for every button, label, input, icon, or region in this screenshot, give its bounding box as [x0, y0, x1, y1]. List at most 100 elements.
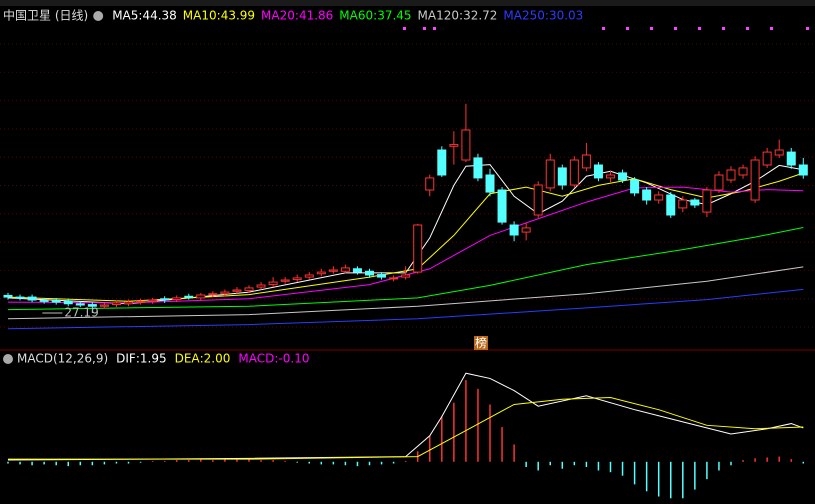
badge: 榜	[475, 335, 487, 350]
legend-value: 30.03	[549, 9, 583, 23]
legend-value: 37.45	[377, 9, 411, 23]
candle-body	[316, 271, 326, 275]
legend-value: -0.10	[278, 352, 309, 366]
marker-dot	[722, 27, 725, 30]
candle-body	[256, 284, 266, 288]
candle-body	[304, 274, 314, 278]
candle-body	[473, 157, 483, 179]
indicator-line	[7, 372, 804, 461]
candle-body	[702, 189, 712, 213]
candle-body	[461, 129, 471, 161]
indicator-line	[7, 227, 804, 311]
candle-body	[726, 169, 736, 181]
legend-name: DEA	[175, 352, 201, 366]
marker-dot	[650, 27, 653, 30]
candle-body	[533, 184, 543, 216]
candle-body	[509, 224, 519, 236]
candle-body	[690, 199, 700, 206]
marker-dot	[423, 27, 426, 30]
candle-body	[654, 194, 664, 201]
legend-value: 43.99	[221, 9, 255, 23]
legend-name: MA10	[183, 9, 217, 23]
candle-body	[593, 164, 603, 179]
candle-body	[196, 294, 206, 299]
candle-body	[413, 224, 423, 273]
candle-body	[87, 304, 97, 307]
marker-dot	[806, 27, 809, 30]
candle-body	[111, 302, 121, 306]
candle-body	[148, 299, 158, 302]
candle-body	[15, 296, 25, 299]
candle-body	[220, 291, 230, 295]
legend-name: MA250	[503, 9, 544, 23]
toolbar-strip	[0, 0, 815, 6]
legend-sep: :	[217, 9, 221, 23]
candle-body	[678, 199, 688, 209]
candle-body	[449, 144, 459, 147]
candle-body	[280, 279, 290, 282]
candle-body	[160, 298, 170, 301]
legend-value: 32.72	[463, 9, 497, 23]
marker-dot	[674, 27, 677, 30]
legend-name: DIF	[116, 352, 136, 366]
candle-body	[232, 289, 242, 292]
candle-body	[340, 267, 350, 272]
candle-body	[268, 281, 278, 286]
candle-body	[545, 159, 555, 189]
settings-icon	[3, 354, 13, 364]
marker-dot	[626, 27, 629, 30]
candle-body	[172, 297, 182, 301]
candle-body	[762, 151, 772, 166]
indicator-line	[7, 288, 804, 330]
candle-body	[714, 174, 724, 191]
indicator-line	[7, 186, 804, 304]
legend-sep: :	[459, 9, 463, 23]
candle-body	[99, 304, 109, 307]
candle-body	[136, 300, 146, 303]
legend-value: 1.95	[140, 352, 167, 366]
indicator-line	[7, 172, 804, 302]
candle-body	[569, 159, 579, 186]
macd-title: MACD(12,26,9)	[17, 352, 108, 366]
candle-body	[184, 295, 194, 298]
legend-name: MA120	[418, 9, 459, 23]
marker-dot	[746, 27, 749, 30]
candle-body	[425, 177, 435, 191]
candle-body	[208, 293, 218, 296]
legend-sep: :	[138, 9, 142, 23]
candle-body	[328, 269, 338, 272]
candle-body	[774, 149, 784, 156]
legend-value: 2.00	[204, 352, 231, 366]
marker-dot	[770, 27, 773, 30]
candle-body	[27, 296, 37, 301]
candle-body	[581, 154, 591, 169]
legend-value: 41.86	[299, 9, 333, 23]
candle-body	[786, 151, 796, 166]
candle-body	[618, 172, 628, 181]
candle-body	[63, 300, 73, 305]
candle-body	[630, 179, 640, 194]
candle-body	[557, 167, 567, 186]
indicator-line	[8, 397, 804, 460]
candle-body	[642, 189, 652, 201]
candle-body	[750, 159, 760, 201]
candle-body	[521, 227, 531, 233]
candle-body	[738, 167, 748, 176]
min-label: 27.19	[64, 306, 98, 320]
candle-body	[437, 149, 447, 176]
candle-body	[666, 194, 676, 216]
indicator-line	[7, 266, 804, 320]
candle-body	[485, 174, 495, 193]
legend-value: 44.38	[142, 9, 176, 23]
candle-body	[3, 294, 13, 298]
badge-bg	[474, 336, 488, 350]
candle-body	[39, 299, 49, 302]
candle-body	[606, 174, 615, 179]
legend-sep: :	[295, 9, 299, 23]
candle-body	[51, 299, 61, 303]
chart-title: 中国卫星 (日线)	[3, 8, 88, 23]
candle-body	[377, 274, 387, 278]
candle-body	[798, 164, 808, 176]
legend-name: MA20	[261, 9, 295, 23]
